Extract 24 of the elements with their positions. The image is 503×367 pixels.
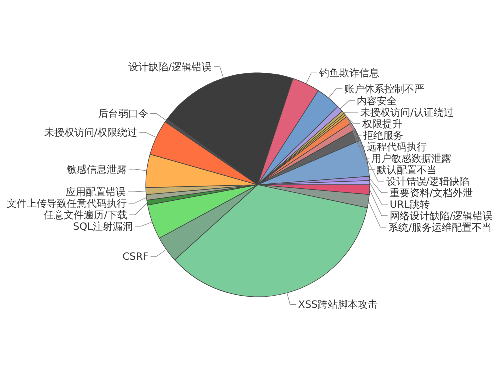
slice-label: 系统/服务运维配置不当 [388,222,492,234]
slice-label: 默认配置不当 [376,164,438,176]
slice-label: 任意文件遍历/下载 [43,210,128,222]
slice-label: 敏感信息泄露 [66,164,127,176]
slice-label: 未授权访问/权限绕过 [44,127,138,140]
slice-label: 未授权访问/认证绕过 [360,106,454,119]
slice-label: 远程代码执行 [367,141,427,154]
slice-label: 网络设计缺陷/逻辑错误 [390,210,494,222]
slice-label: 钓鱼欺诈信息 [318,68,380,80]
slice-label: 设计缺陷/逻辑错误 [128,61,212,74]
slice-label: URL跳转 [390,198,430,211]
slice-label: 设计错误/逻辑缺陷 [386,176,470,188]
slice-label: 后台弱口令 [98,108,149,120]
slice-label: 内容安全 [357,95,398,108]
slice-label: 权限提升 [361,118,402,130]
slice-label: 应用配置错误 [66,186,126,199]
slice-label: 拒绝服务 [362,130,404,142]
slice-label: CSRF [122,252,150,264]
slice-label: 文件上传导致任意代码执行 [6,198,127,210]
slice-label: SQL注射漏洞 [73,221,134,234]
slice-label: 账户体系控制不严 [344,83,424,96]
slice-label: 用户敏感数据泄露 [372,152,452,165]
slice-label: 重要资料/文档外泄 [390,187,474,200]
slice-label: XSS跨站脚本攻击 [298,299,378,312]
